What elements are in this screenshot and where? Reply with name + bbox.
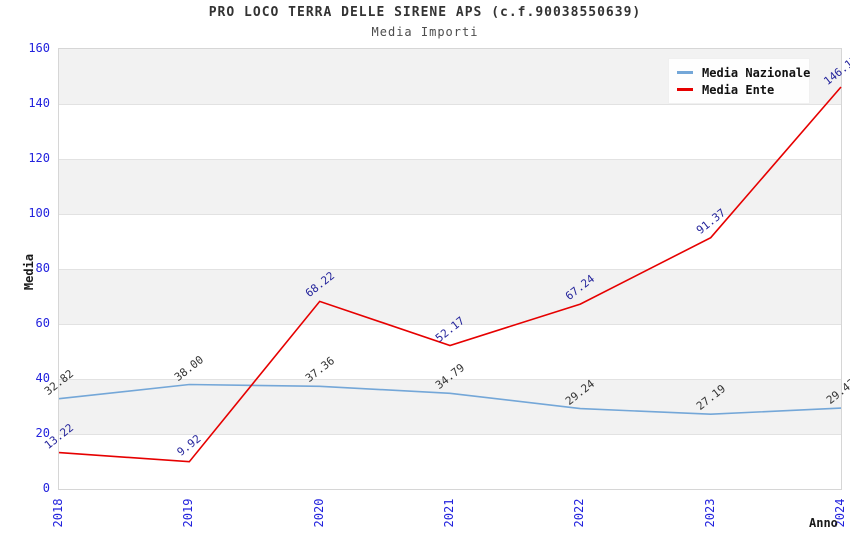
legend-swatch-icon — [677, 71, 693, 74]
legend-swatch-icon — [677, 88, 693, 91]
plot-band — [59, 269, 841, 324]
y-tick: 120 — [28, 151, 50, 165]
y-tick: 80 — [35, 261, 50, 275]
x-tick: 2021 — [442, 498, 456, 528]
plot-area — [58, 48, 842, 490]
plot-band — [59, 159, 841, 214]
gridline — [59, 104, 841, 105]
legend-item: Media Ente — [677, 81, 801, 98]
y-tick: 0 — [42, 481, 50, 495]
gridline — [59, 159, 841, 160]
x-axis-label: Anno — [809, 516, 838, 530]
y-tick: 160 — [28, 41, 50, 55]
chart-title: PRO LOCO TERRA DELLE SIRENE APS (c.f.900… — [208, 5, 642, 20]
legend-item: Media Nazionale — [677, 64, 810, 81]
y-tick: 40 — [35, 371, 50, 385]
plot-band — [59, 379, 841, 434]
gridline — [59, 379, 841, 380]
plot-band — [59, 324, 841, 379]
x-tick: 2023 — [702, 498, 717, 528]
legend-label: Media Nazionale — [702, 65, 811, 80]
x-tick: 2019 — [181, 498, 196, 528]
x-tick: 2022 — [572, 498, 587, 528]
y-tick: 140 — [28, 96, 50, 110]
gridline — [59, 214, 841, 215]
legend-label: Media Ente — [702, 82, 775, 97]
series-line-media-ente — [58, 86, 842, 463]
plot-band — [59, 104, 841, 159]
x-tick: 2020 — [311, 498, 326, 528]
y-tick: 20 — [35, 426, 50, 440]
y-axis-label: Media — [22, 253, 36, 291]
legend: Media Nazionale Media Ente — [668, 58, 810, 104]
gridline — [59, 324, 841, 325]
gridline — [59, 269, 841, 270]
y-tick: 100 — [28, 206, 50, 220]
gridline — [59, 434, 841, 435]
y-tick: 60 — [35, 316, 50, 330]
plot-band — [59, 214, 841, 269]
chart-subtitle: Media Importi — [371, 25, 479, 39]
x-tick: 2018 — [51, 498, 65, 528]
series-line-media-nazionale — [58, 383, 842, 416]
